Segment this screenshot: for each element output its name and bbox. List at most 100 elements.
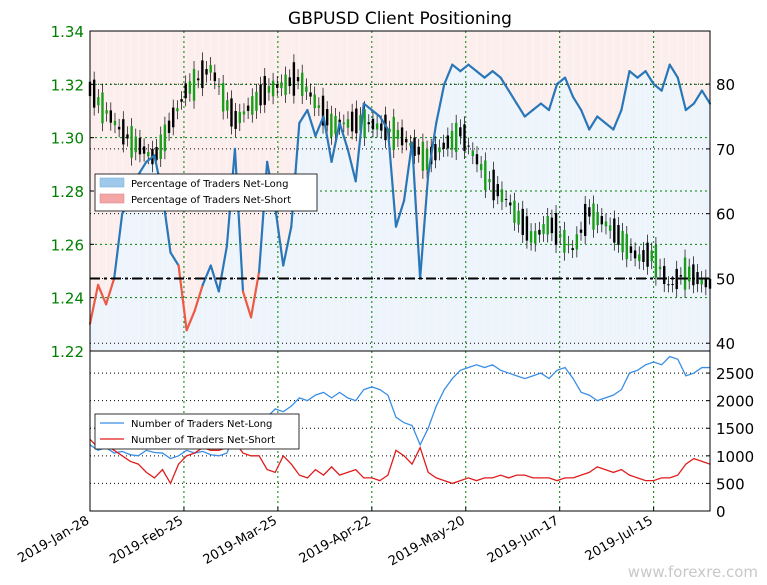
candle-body	[696, 272, 699, 285]
candle-body	[117, 126, 121, 130]
candle-body	[400, 127, 404, 146]
candle-body	[192, 69, 196, 101]
percent-tick-label: 40	[716, 335, 735, 353]
candle-body	[321, 95, 325, 126]
candle-body	[292, 62, 296, 96]
pct-long-segment	[620, 70, 631, 112]
candle-body	[521, 208, 524, 236]
net-short-shade	[90, 31, 710, 331]
candle-body	[421, 141, 425, 171]
candle-body	[563, 229, 566, 253]
date-tick-label: 2019-Jan-28	[15, 513, 92, 566]
candle-body	[296, 77, 300, 82]
candle-body	[617, 225, 620, 245]
candle-body	[650, 250, 653, 262]
candle-body	[683, 257, 687, 290]
candle-body	[425, 148, 429, 170]
candle-body	[355, 108, 358, 134]
count-axis-ticks: 0 500 1000 1500 2000 2500	[706, 365, 754, 521]
pct-long-segment	[241, 290, 253, 319]
count-tick-label: 2000	[716, 393, 754, 411]
pct-long-segment	[113, 212, 124, 280]
candle-body	[413, 137, 416, 156]
pct-long-segment	[105, 277, 116, 306]
candle-body	[380, 123, 383, 131]
candle-body	[317, 105, 321, 108]
pct-long-segment	[96, 283, 108, 306]
candle-body	[251, 96, 254, 115]
candle-body	[363, 109, 366, 138]
candle-body	[529, 231, 533, 243]
candle-body	[159, 134, 162, 159]
candle-body	[176, 108, 179, 112]
candle-body	[267, 86, 271, 93]
candle-body	[97, 97, 100, 106]
candle-body	[92, 79, 96, 108]
candle-body	[226, 100, 229, 111]
candle-body	[484, 160, 487, 191]
candle-body	[671, 284, 674, 286]
candle-body	[592, 203, 595, 230]
pct-long-segment	[419, 173, 430, 280]
candle-body	[234, 110, 237, 129]
candle-body	[209, 65, 212, 73]
candle-body	[704, 277, 708, 288]
candle-body	[309, 92, 312, 97]
pct-long-segment	[596, 115, 607, 125]
pct-long-segment	[580, 108, 591, 131]
legend-swatch-net-short-pct	[99, 193, 125, 204]
date-tick-label: 2019-Feb-25	[107, 513, 186, 567]
candle-body	[629, 246, 633, 253]
pct-long-segment	[209, 264, 220, 293]
percent-tick-label: 70	[716, 141, 735, 159]
candle-body	[213, 72, 217, 82]
pct-long-segment	[201, 264, 212, 287]
candle-body	[284, 74, 287, 95]
candle-body	[434, 144, 437, 161]
candle-body	[113, 120, 117, 126]
candle-body	[259, 84, 262, 106]
pct-long-segment	[386, 128, 398, 228]
pct-long-segment	[467, 63, 478, 73]
candle-body	[147, 152, 150, 157]
candle-body	[571, 248, 574, 251]
candle-body	[167, 120, 171, 133]
pct-long-segment	[314, 115, 325, 138]
candle-body	[479, 163, 483, 171]
pct-long-segment	[700, 89, 712, 105]
pct-long-segment	[427, 121, 438, 176]
candle-body	[579, 229, 583, 233]
candle-body	[230, 98, 233, 127]
pct-long-segment	[523, 108, 534, 118]
count-tick-label: 1500	[716, 420, 754, 438]
pct-long-segment	[555, 76, 567, 86]
candle-body	[546, 215, 549, 235]
candle-body	[534, 231, 537, 244]
candle-body	[488, 179, 491, 183]
count-tick-label: 2500	[716, 365, 754, 383]
pct-long-segment	[274, 206, 285, 267]
candle-body	[305, 86, 308, 92]
candle-body	[559, 234, 562, 238]
price-tick-label: 1.24	[51, 290, 84, 308]
candle-body	[583, 203, 587, 236]
legend-label-net-short-count: Number of Traders Net-Short	[131, 435, 275, 446]
pct-long-segment	[628, 70, 639, 79]
pct-long-segment	[378, 115, 390, 131]
candle-body	[101, 92, 104, 124]
pct-long-segment	[185, 309, 196, 332]
pct-long-segment	[282, 225, 293, 267]
pct-long-segment	[193, 283, 204, 312]
pct-long-segment	[483, 70, 494, 79]
candle-body	[184, 83, 187, 99]
pct-long-segment	[362, 102, 373, 112]
date-tick-label: 2019-Apr-22	[297, 513, 374, 566]
legend-label-net-long-count: Number of Traders Net-Long	[131, 419, 272, 430]
pct-long-segment	[338, 121, 349, 150]
percent-tick-label: 50	[716, 270, 735, 288]
candle-body	[155, 147, 158, 161]
candle-body	[679, 275, 683, 277]
candle-body	[517, 210, 520, 225]
date-tick-label: 2019-Mar-25	[201, 513, 280, 567]
candle-body	[542, 223, 545, 234]
